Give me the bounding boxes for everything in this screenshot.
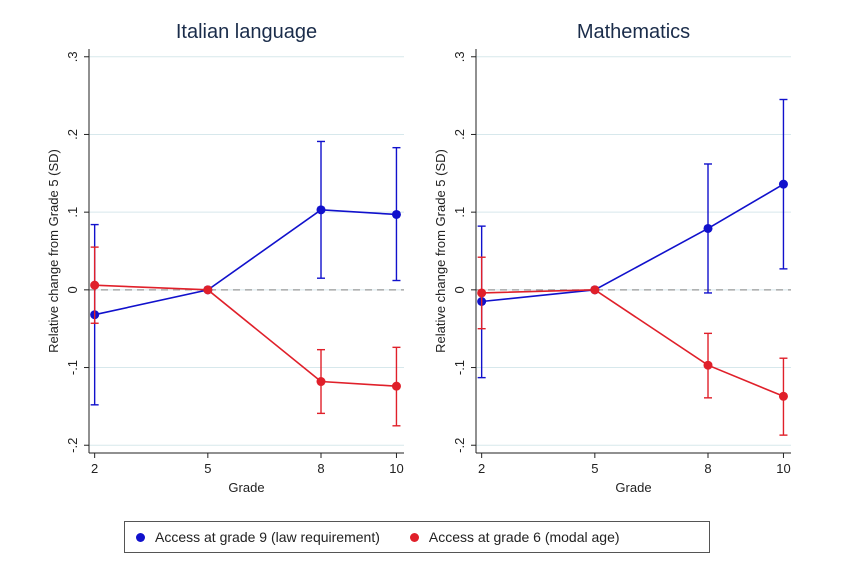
point-italian-grade6-0 xyxy=(90,280,100,290)
point-italian-grade6-2 xyxy=(316,377,326,387)
point-italian-grade6-3 xyxy=(391,381,401,391)
legend: Access at grade 9 (law requirement) Acce… xyxy=(124,521,710,553)
x-tick-label-italian-1: 5 xyxy=(204,461,211,476)
point-math-grade6-0 xyxy=(477,288,487,298)
x-tick-label-italian-0: 2 xyxy=(91,461,98,476)
y-tick-label-italian-5: .3 xyxy=(65,51,80,62)
legend-marker-grade9 xyxy=(136,532,145,542)
x-tick-label-math-0: 2 xyxy=(478,461,485,476)
series-line-italian-grade6 xyxy=(94,284,397,387)
panel-title-math: Mathematics xyxy=(577,21,690,43)
y-tick-label-italian-0: -.2 xyxy=(65,438,80,453)
x-tick-label-math-1: 5 xyxy=(591,461,598,476)
legend-item-grade9: Access at grade 9 (law requirement) xyxy=(136,529,380,545)
y-tick-label-math-2: 0 xyxy=(452,286,467,293)
panel-italian: -.2 -.1 0 .1 .2 .3 2 5 8 10 Italian language Grade R… xyxy=(46,21,404,495)
series-line-italian-grade9 xyxy=(94,209,397,316)
x-tick-label-italian-2: 8 xyxy=(317,461,324,476)
legend-label-grade6: Access at grade 6 (modal age) xyxy=(428,529,620,545)
y-tick-label-math-3: .1 xyxy=(452,207,467,218)
point-math-grade6-2 xyxy=(703,360,713,370)
y-axis-label-italian: Relative change from Grade 5 (SD) xyxy=(46,149,61,353)
point-italian-grade9-3 xyxy=(391,209,401,219)
legend-label-grade9: Access at grade 9 (law requirement) xyxy=(155,529,380,545)
point-italian-grade9-2 xyxy=(316,205,326,215)
point-math-grade9-2 xyxy=(703,223,713,233)
x-tick-label-math-2: 8 xyxy=(704,461,711,476)
point-italian-grade6-1 xyxy=(203,285,213,295)
panel-title-italian: Italian language xyxy=(176,21,317,43)
legend-marker-grade6 xyxy=(409,532,419,542)
point-math-grade6-3 xyxy=(778,391,788,401)
point-math-grade6-1 xyxy=(590,285,600,295)
panel-math: -.2 -.1 0 .1 .2 .3 2 5 8 10 Mathematics Grade Relati… xyxy=(433,21,791,495)
series-line-math-grade6 xyxy=(481,289,784,398)
y-tick-label-italian-1: -.1 xyxy=(65,360,80,375)
point-math-grade9-3 xyxy=(778,179,788,189)
series-line-math-grade9 xyxy=(481,183,784,303)
chart-svg: -.2 -.1 0 .1 .2 .3 2 5 8 10 Italian language Grade R… xyxy=(46,21,791,495)
y-tick-label-math-5: .3 xyxy=(452,51,467,62)
y-tick-label-italian-3: .1 xyxy=(65,207,80,218)
legend-item-grade6: Access at grade 6 (modal age) xyxy=(409,529,620,545)
x-axis-label-italian: Grade xyxy=(228,480,264,495)
x-tick-label-italian-3: 10 xyxy=(389,461,403,476)
y-axis-label-math: Relative change from Grade 5 (SD) xyxy=(433,149,448,353)
x-axis-label-math: Grade xyxy=(615,480,651,495)
y-tick-label-italian-4: .2 xyxy=(65,129,80,140)
y-tick-label-math-1: -.1 xyxy=(452,360,467,375)
y-tick-label-math-4: .2 xyxy=(452,129,467,140)
y-tick-label-italian-2: 0 xyxy=(65,286,80,293)
y-tick-label-math-0: -.2 xyxy=(452,438,467,453)
x-tick-label-math-3: 10 xyxy=(776,461,790,476)
